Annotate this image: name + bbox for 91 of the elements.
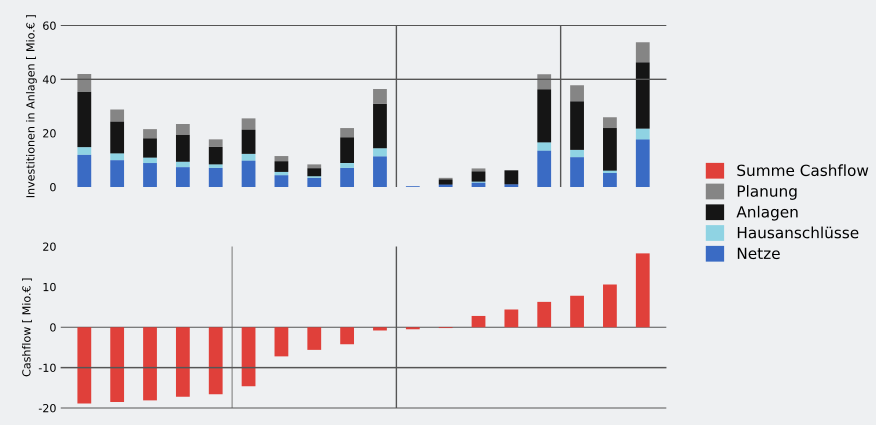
bar — [274, 161, 288, 172]
bar — [77, 327, 92, 404]
bar — [307, 327, 322, 350]
bar — [373, 156, 387, 187]
bar — [110, 109, 124, 122]
bar — [373, 327, 387, 330]
y-tick-label: 10 — [44, 282, 56, 292]
bar — [472, 316, 486, 328]
bar — [636, 128, 650, 140]
bar — [603, 173, 617, 187]
bar — [208, 327, 223, 394]
bar — [340, 163, 354, 168]
bar — [176, 162, 190, 168]
bar — [603, 117, 617, 128]
bar — [274, 156, 288, 162]
bar — [570, 85, 584, 102]
bar — [603, 128, 617, 171]
bar — [636, 42, 650, 62]
bar — [176, 124, 190, 135]
bar — [570, 150, 584, 158]
y-axis-title: Investitionen in Anlagen [ Mio.€ ] — [26, 15, 37, 198]
bar — [143, 163, 157, 187]
bar — [143, 158, 157, 164]
bar — [504, 184, 518, 187]
bar — [340, 128, 354, 138]
bar — [570, 157, 584, 187]
bar — [438, 179, 453, 185]
y-tick-label: -10 — [38, 364, 56, 372]
bar — [242, 154, 256, 161]
bar — [537, 142, 552, 151]
y-tick-label: 20 — [43, 242, 56, 251]
bar — [143, 327, 157, 400]
bar — [537, 302, 552, 328]
bar — [242, 130, 256, 154]
bar — [110, 153, 124, 160]
bar — [242, 118, 256, 130]
bar — [77, 154, 92, 187]
bar — [340, 327, 354, 344]
bar — [77, 147, 92, 155]
y-tick-label: 60 — [43, 21, 56, 30]
legend-label: Summe Cashflow — [737, 164, 868, 176]
y-tick-label: -20 — [38, 404, 56, 412]
y-tick-label: 0 — [50, 323, 56, 332]
bar — [504, 170, 518, 184]
bar — [176, 167, 190, 187]
y-tick-label: 40 — [42, 75, 56, 84]
bar — [603, 284, 617, 328]
bar — [307, 164, 322, 168]
bar — [472, 168, 486, 172]
y-tick-label: 0 — [50, 182, 56, 192]
bar — [110, 122, 124, 154]
bar — [373, 148, 387, 156]
bar — [307, 168, 322, 176]
bar — [472, 171, 486, 182]
legend-label: Anlagen — [736, 206, 798, 221]
bar — [537, 150, 552, 187]
bar — [176, 134, 190, 162]
bar — [373, 104, 387, 148]
bar — [603, 170, 617, 174]
y-axis-title: Cashflow [ Mio.€ ] — [22, 278, 32, 376]
bar — [373, 89, 387, 104]
bar — [143, 129, 157, 139]
bar — [636, 62, 650, 129]
bar — [636, 139, 650, 187]
bar — [208, 139, 223, 147]
bar — [340, 168, 354, 187]
bar — [636, 253, 650, 328]
bar — [340, 137, 354, 164]
bar — [242, 327, 256, 386]
legend-label: Netze — [738, 248, 780, 260]
bar — [274, 327, 288, 356]
bar — [208, 146, 223, 164]
bar — [77, 92, 92, 148]
bar — [242, 160, 256, 187]
bar — [274, 172, 288, 176]
bar — [110, 160, 124, 187]
bar — [537, 90, 552, 142]
bar — [208, 164, 223, 168]
bar — [472, 182, 486, 187]
bar — [570, 101, 584, 150]
bar — [143, 138, 157, 158]
y-tick-label: 20 — [43, 129, 56, 138]
bar — [110, 327, 124, 402]
legend-label: Hausanschlüsse — [738, 226, 858, 238]
bar — [307, 178, 322, 187]
bar — [504, 309, 518, 328]
legend-label: Planung — [738, 185, 797, 200]
bar — [274, 175, 288, 187]
bar — [570, 296, 584, 328]
bar — [208, 168, 223, 187]
bar — [176, 327, 190, 397]
